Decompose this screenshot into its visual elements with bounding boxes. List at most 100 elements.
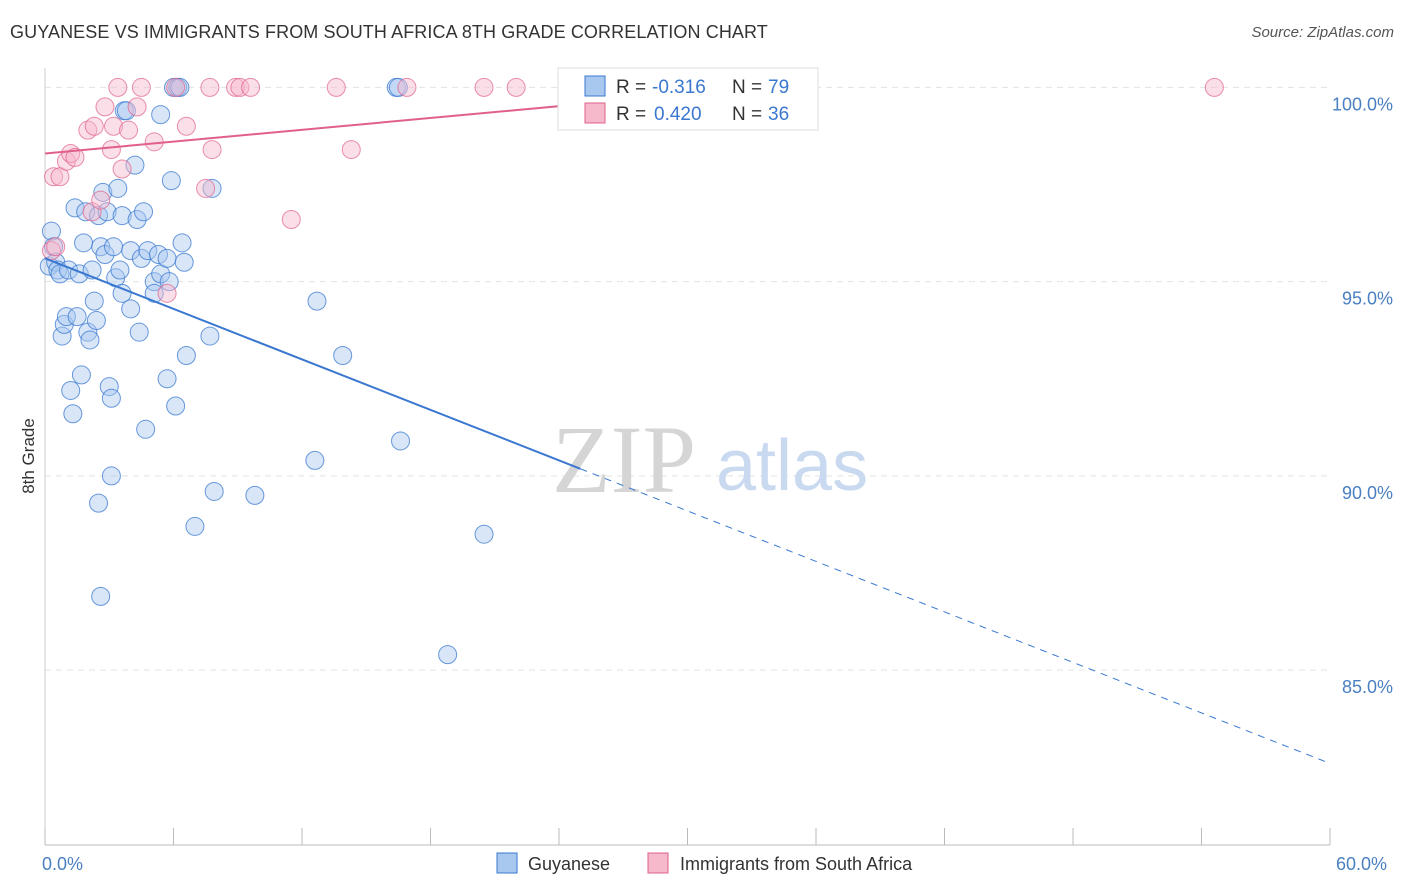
legend-n-label-1: N = (732, 77, 762, 98)
legend-r-label-1: R = (616, 77, 646, 98)
guyanese-point (159, 272, 179, 292)
guyanese-point (121, 299, 141, 319)
south-africa-point (176, 116, 196, 136)
guyanese-point (108, 178, 128, 198)
y-axis-tick-labels: 85.0% 90.0% 95.0% 100.0% (1332, 94, 1393, 697)
guyanese-point (101, 388, 121, 408)
guyanese-point (333, 345, 353, 365)
guyanese-point (200, 326, 220, 346)
south-africa-point (241, 77, 261, 97)
guyanese-point (112, 206, 132, 226)
guyanese-point (166, 396, 186, 416)
south-africa-point (200, 77, 220, 97)
guyanese-point (101, 466, 121, 486)
legend-n-value-1: 79 (768, 77, 789, 98)
y-axis-label: 8th Grade (19, 418, 38, 494)
guyanese-point (116, 101, 136, 121)
south-africa-point (108, 77, 128, 97)
y-tick-label: 95.0% (1342, 289, 1393, 309)
guyanese-point (93, 182, 113, 202)
south-africa-point (326, 77, 346, 97)
guyanese-point (438, 645, 458, 665)
watermark: ZIP atlas (552, 406, 868, 513)
guyanese-point (112, 283, 132, 303)
guyanese-point (121, 241, 141, 261)
guyanese-point (157, 369, 177, 389)
south-africa-point (202, 140, 222, 160)
guyanese-trend-line (44, 257, 581, 470)
guyanese-point (74, 233, 94, 253)
y-tick-label: 85.0% (1342, 677, 1393, 697)
south-africa-point (474, 77, 494, 97)
guyanese-point (307, 291, 327, 311)
south-africa-point (281, 210, 301, 230)
guyanese-point (474, 524, 494, 544)
guyanese-point (204, 481, 224, 501)
guyanese-point (99, 377, 119, 397)
south-africa-point (44, 167, 64, 187)
guyanese-point (56, 307, 76, 327)
south-africa-point (84, 116, 104, 136)
guyanese-point (125, 155, 145, 175)
south-africa-point (119, 120, 139, 140)
series-south-africa-points (41, 77, 1224, 303)
x-tick-label-min: 0.0% (42, 854, 83, 874)
south-africa-point (397, 77, 417, 97)
legend-r-value-2: 0.420 (654, 104, 702, 125)
south-africa-point (166, 77, 186, 97)
south-africa-point (104, 116, 124, 136)
guyanese-point (127, 210, 147, 230)
legend-r-value-1: -0.316 (652, 77, 706, 98)
bottom-legend-label-guyanese: Guyanese (528, 854, 610, 874)
guyanese-point (91, 586, 111, 606)
guyanese-point (71, 365, 91, 385)
guyanese-point (176, 345, 196, 365)
south-africa-point (65, 147, 85, 167)
guyanese-point (136, 419, 156, 439)
guyanese-point (110, 260, 130, 280)
guyanese-point (80, 330, 100, 350)
guyanese-point (134, 202, 154, 222)
watermark-zip: ZIP (552, 406, 696, 513)
bottom-legend-swatch-guyanese (496, 852, 518, 874)
south-africa-point (506, 77, 526, 97)
guyanese-point (84, 291, 104, 311)
legend-r-label-2: R = (616, 104, 646, 125)
legend-n-value-2: 36 (768, 104, 789, 125)
legend-n-label-2: N = (732, 104, 762, 125)
guyanese-point (63, 404, 83, 424)
guyanese-point (202, 178, 222, 198)
guyanese-point (144, 272, 164, 292)
guyanese-point (138, 241, 158, 261)
guyanese-point (61, 380, 81, 400)
south-africa-point (341, 140, 361, 160)
guyanese-point (89, 493, 109, 513)
guyanese-point (305, 450, 325, 470)
legend-swatch-guyanese (584, 75, 606, 97)
legend-swatch-south-africa (584, 102, 606, 124)
south-africa-point (101, 140, 121, 160)
guyanese-point (76, 202, 96, 222)
guyanese-point (86, 311, 106, 331)
source-label: Source: ZipAtlas.com (1251, 24, 1394, 41)
guyanese-point (245, 485, 265, 505)
south-africa-point (131, 77, 151, 97)
chart-title: GUYANESE VS IMMIGRANTS FROM SOUTH AFRICA… (10, 22, 768, 42)
guyanese-point (129, 322, 149, 342)
guyanese-point (185, 516, 205, 536)
bottom-legend: Guyanese Immigrants from South Africa (496, 852, 913, 874)
guyanese-point (41, 221, 61, 241)
guyanese-point (151, 105, 171, 125)
south-africa-point (112, 159, 132, 179)
guyanese-point (52, 326, 72, 346)
guyanese-point (391, 431, 411, 451)
guyanese-point (172, 233, 192, 253)
guyanese-point (157, 248, 177, 268)
watermark-atlas: atlas (716, 426, 868, 506)
guyanese-point (161, 171, 181, 191)
grid-lines (45, 86, 1330, 671)
series-guyanese-points (39, 77, 494, 665)
south-africa-point (1204, 77, 1224, 97)
south-africa-point (127, 97, 147, 117)
